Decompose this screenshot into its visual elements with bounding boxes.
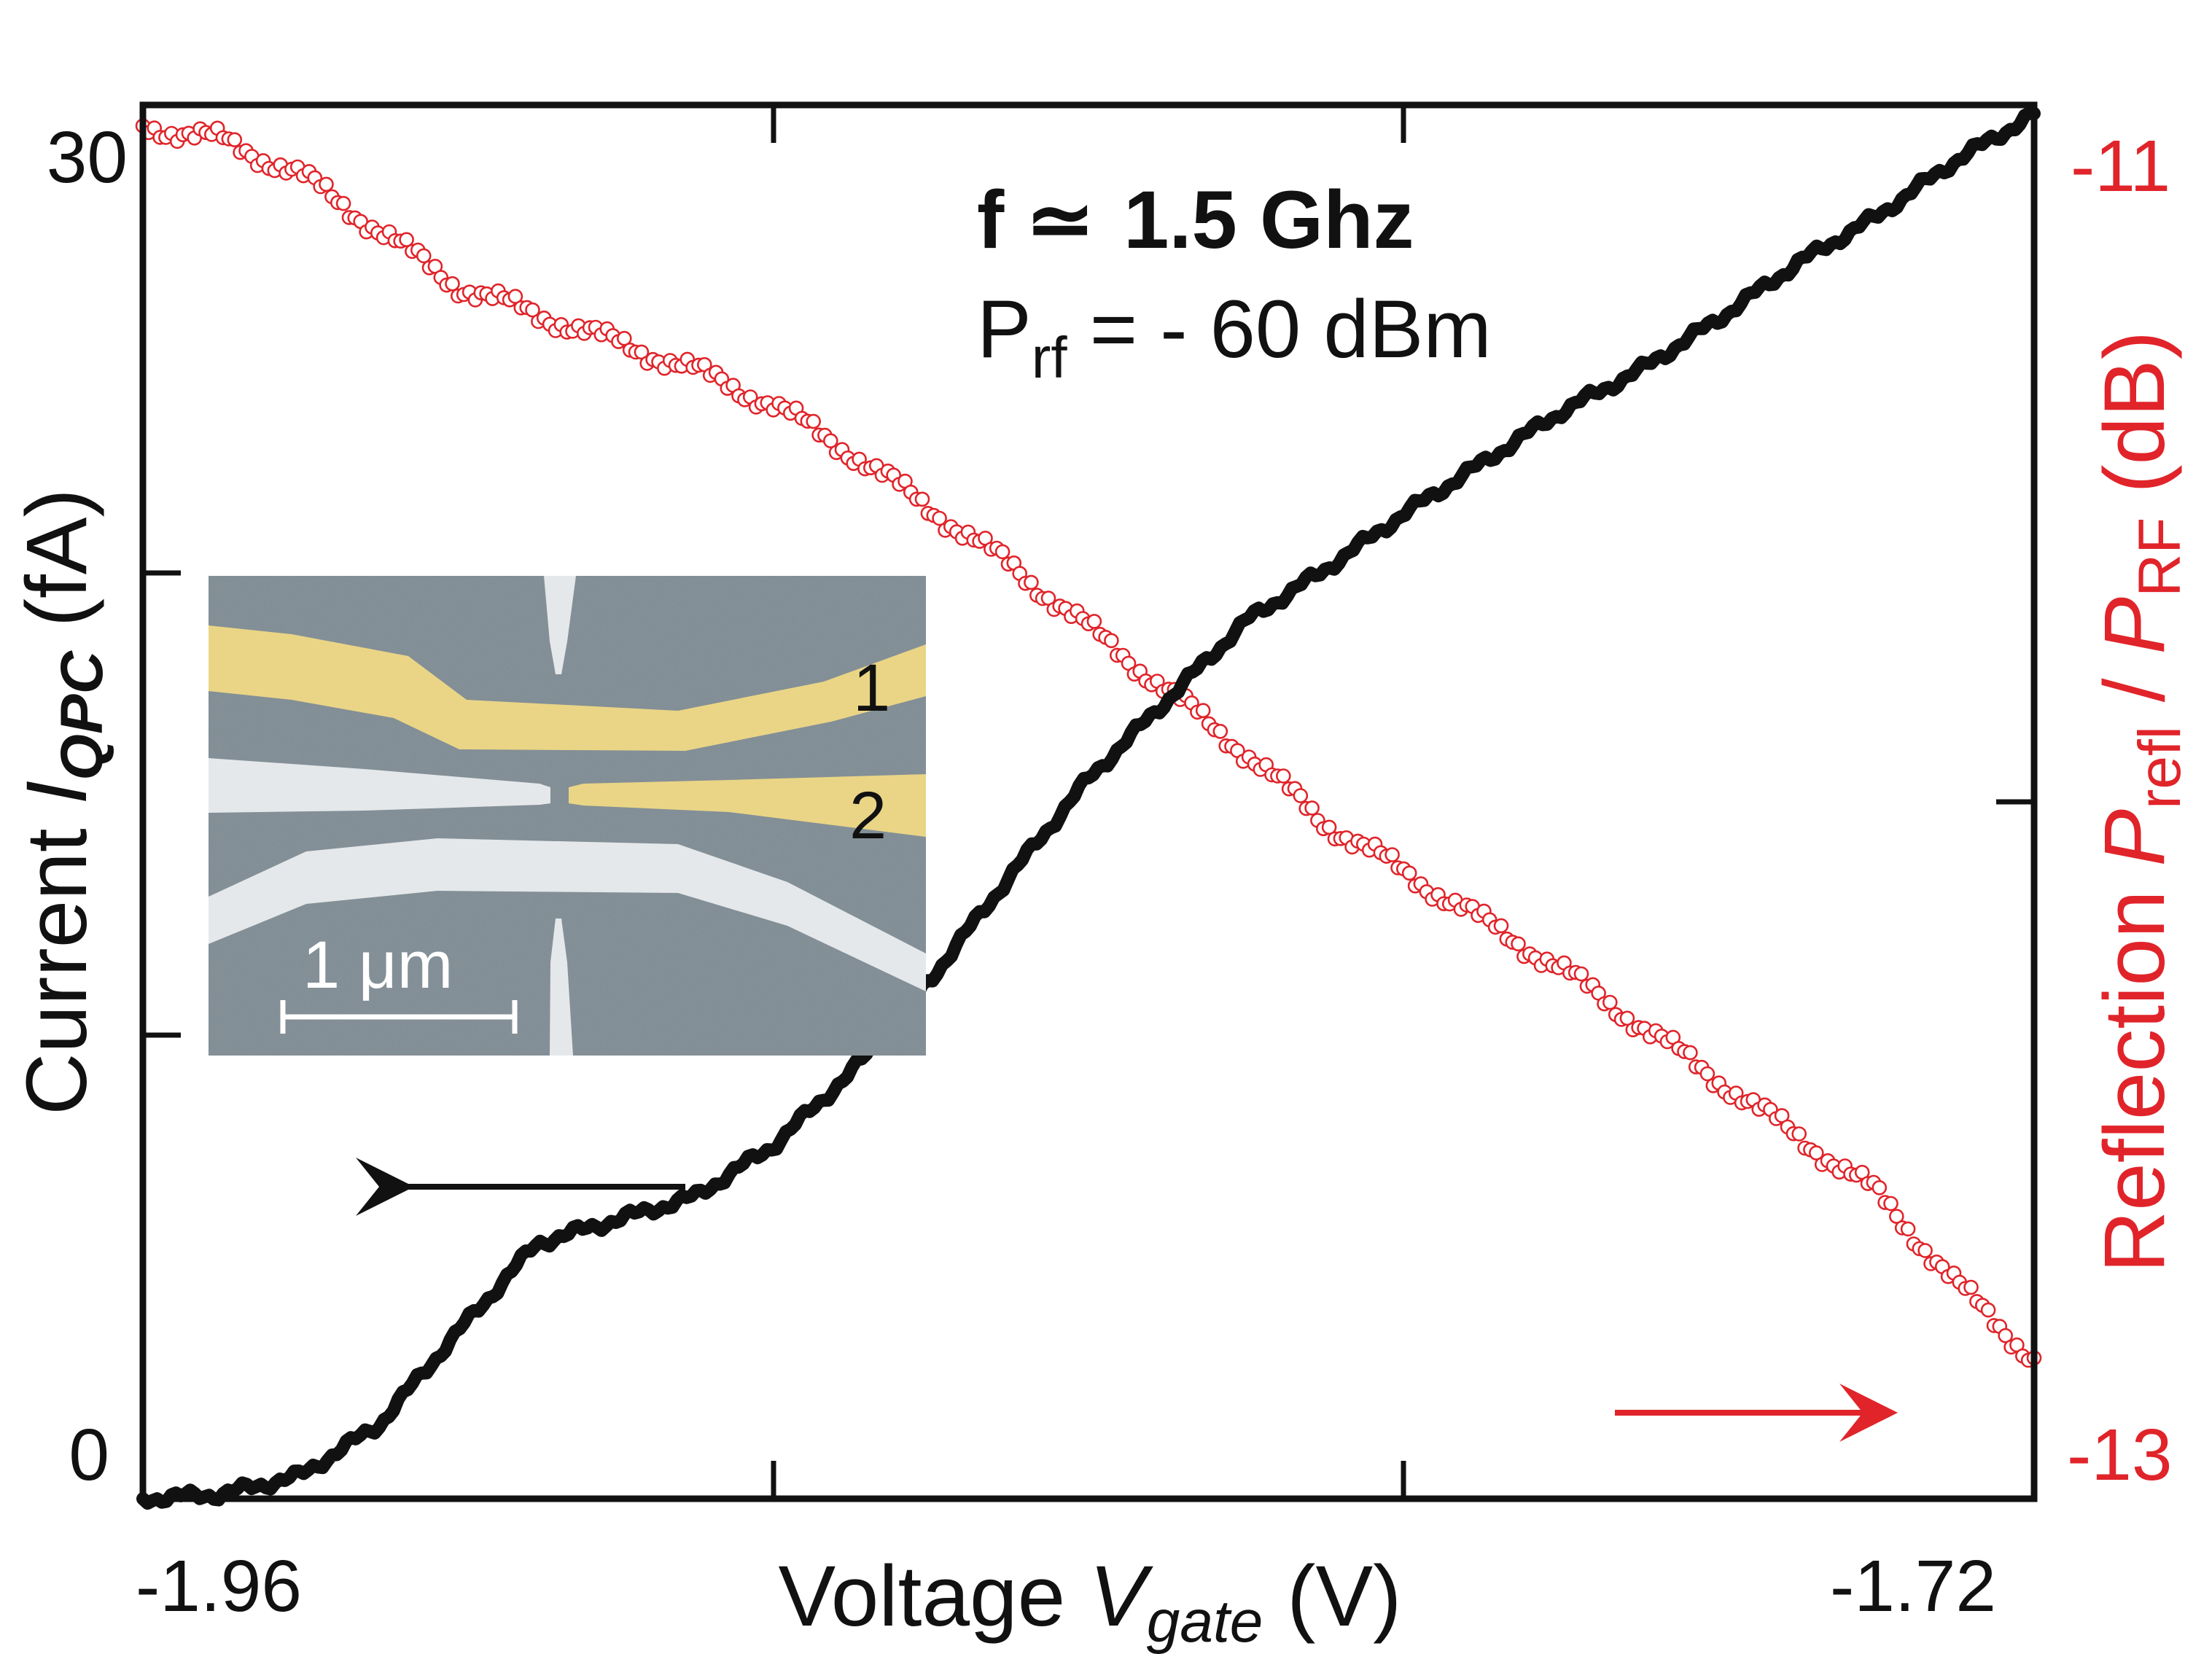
power-sub: rf <box>1032 325 1068 390</box>
x-axis-label-var: V <box>1089 1548 1153 1645</box>
reflection-point <box>1791 1126 1807 1142</box>
reflection-point <box>1683 1045 1698 1061</box>
left-tick-label-top: 30 <box>47 117 128 198</box>
right-axis-label-pre: Reflection <box>2087 867 2183 1273</box>
x-axis-label-sub: gate <box>1147 1588 1263 1654</box>
reflection-point <box>1917 1243 1933 1258</box>
left-axis-label-pre: Current <box>9 805 105 1115</box>
reflection-point <box>1086 614 1102 629</box>
reflection-point <box>445 276 460 292</box>
reflection-point <box>1699 1066 1716 1082</box>
gate-bottom <box>209 838 926 991</box>
reflection-point <box>1602 994 1618 1010</box>
reflection-point <box>1212 723 1228 739</box>
gate-2 <box>569 774 926 837</box>
approx-symbol: ≃ <box>1026 174 1094 265</box>
reflection-point <box>1889 1209 1904 1224</box>
x-tick-label-max: -1.72 <box>1830 1545 1996 1627</box>
reflection-point <box>399 232 414 248</box>
power-annotation: Prf = - 60 dBm <box>977 284 1492 390</box>
reflection-point <box>319 176 334 192</box>
reflection-point <box>1900 1221 1916 1237</box>
left-axis-label: Current IQPC (fA) <box>9 488 115 1115</box>
reflection-point <box>1304 800 1320 816</box>
gate-1 <box>209 625 926 751</box>
left-axis-label-post: (fA) <box>9 488 105 651</box>
bottom-tip-gate <box>550 918 573 1056</box>
left-tick-label-bottom: 0 <box>69 1414 109 1496</box>
reflection-point <box>1024 574 1039 590</box>
reflection-point <box>1573 966 1589 982</box>
scale-bar-label: 1 μm <box>303 928 453 1002</box>
reflection-point <box>1619 1010 1635 1026</box>
reflection-point <box>1104 633 1119 649</box>
reflection-point <box>507 289 523 304</box>
reflection-point <box>823 433 838 449</box>
reflection-point <box>616 330 632 346</box>
reflection-point <box>1493 918 1509 934</box>
reflection-point <box>1385 847 1400 862</box>
right-axis-label-post: (dB) <box>2087 331 2183 518</box>
inset-label-1: 1 <box>853 651 890 725</box>
x-axis-label-pre: Voltage <box>779 1548 1089 1645</box>
reflection-point <box>1511 936 1526 952</box>
reflection-point <box>994 544 1010 560</box>
right-axis-label-mid: / <box>2087 655 2183 726</box>
reflection-point <box>1980 1302 1996 1318</box>
reflection-point <box>1293 788 1309 803</box>
top-tip-gate <box>544 576 576 674</box>
right-tick-label-bottom: -13 <box>2067 1414 2173 1496</box>
x-axis-label-post: (V) <box>1263 1548 1401 1645</box>
reflection-point <box>525 302 540 318</box>
reflection-point <box>1998 1327 2013 1343</box>
reflection-series <box>135 118 2042 1368</box>
frequency-annotation: f ≃ 1.5 Ghz <box>977 174 1414 265</box>
reflection-point <box>1195 703 1211 719</box>
power-value: = - 60 dBm <box>1067 284 1492 375</box>
reflection-point <box>227 132 243 147</box>
right-axis-label: Reflection Prefl / PRF (dB) <box>2087 331 2193 1273</box>
sem-inset: 1 2 1 μm <box>209 576 926 1056</box>
reflection-point <box>1809 1145 1824 1160</box>
right-axis-label-p1: P <box>2087 809 2183 867</box>
right-axis-label-p2: P <box>2087 597 2183 655</box>
reflection-point <box>1883 1195 1898 1212</box>
reflection-point <box>1872 1180 1888 1195</box>
reflection-point <box>335 195 351 211</box>
gate-left-center <box>209 758 550 813</box>
frequency-symbol-f: f <box>977 174 1005 265</box>
x-axis-label: Voltage Vgate (V) <box>779 1548 1402 1654</box>
right-axis-label-s1: refl <box>2127 726 2193 809</box>
current-line <box>136 106 2041 1510</box>
current-series <box>136 106 2041 1510</box>
power-symbol: P <box>977 284 1032 375</box>
left-axis-label-sub: QPC <box>49 649 115 780</box>
reflection-point <box>1401 865 1417 881</box>
frequency-value: 1.5 Ghz <box>1123 174 1414 265</box>
reflection-point <box>806 413 821 429</box>
reflection-point <box>1276 768 1291 784</box>
right-tick-label-top: -11 <box>2071 125 2170 207</box>
reflection-point <box>416 248 432 264</box>
reflection-point <box>1963 1279 1979 1295</box>
right-axis-label-s2: RF <box>2127 518 2193 597</box>
inset-label-2: 2 <box>849 779 887 853</box>
reflection-point <box>1321 819 1337 835</box>
x-tick-label-min: -1.96 <box>136 1545 302 1627</box>
reflection-point <box>914 491 930 507</box>
left-axis-label-var: I <box>9 781 105 805</box>
reflection-point <box>932 510 947 526</box>
ticks <box>143 105 2034 1499</box>
